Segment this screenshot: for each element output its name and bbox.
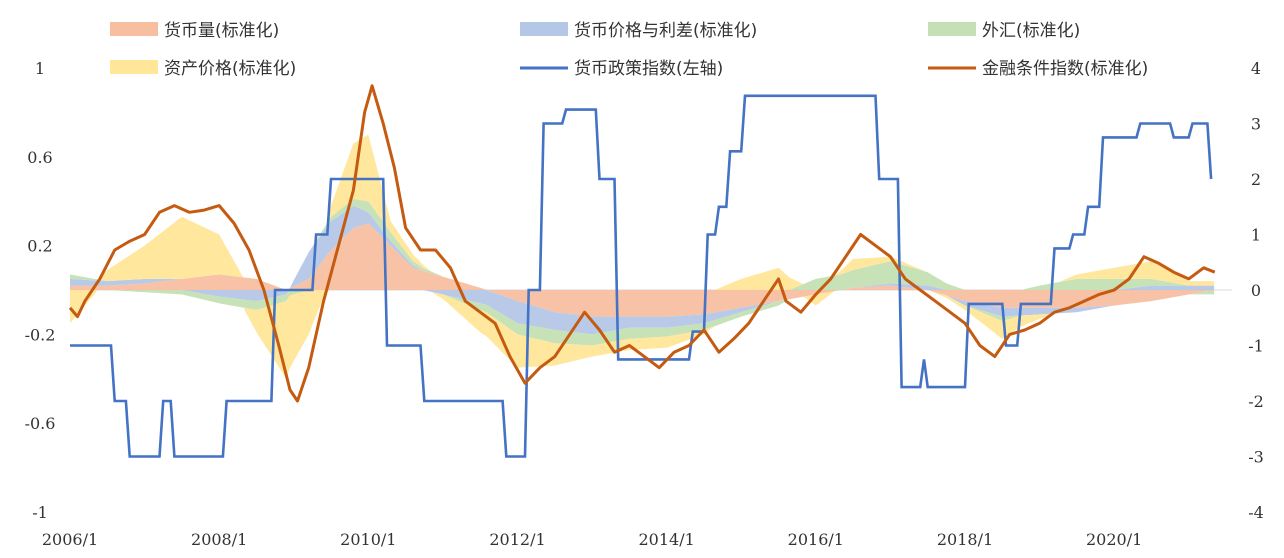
right-axis: 4 3 2 1 0 -1 -2 -3 -4 — [1248, 59, 1264, 522]
right-tick-label: -1 — [1248, 337, 1264, 356]
left-tick-label: -1 — [32, 503, 48, 522]
left-tick-label: 0.2 — [27, 237, 52, 256]
x-tick-label: 2016/1 — [788, 530, 844, 549]
legend-label: 金融条件指数(标准化) — [982, 59, 1148, 79]
legend-label: 资产价格(标准化) — [164, 59, 296, 79]
legend-label: 外汇(标准化) — [982, 21, 1080, 41]
area-series-0 — [70, 223, 1215, 317]
legend-label: 货币价格与利差(标准化) — [574, 21, 757, 41]
right-tick-label: 0 — [1251, 281, 1261, 300]
x-tick-label: 2014/1 — [639, 530, 695, 549]
legend-swatch — [520, 22, 568, 36]
x-tick-label: 2020/1 — [1086, 530, 1142, 549]
left-tick-label: -0.6 — [25, 414, 56, 433]
x-tick-label: 2008/1 — [191, 530, 247, 549]
left-tick-label: 1 — [35, 59, 45, 78]
legend-swatch — [110, 22, 158, 36]
stacked-areas — [70, 134, 1215, 379]
right-tick-label: -4 — [1248, 503, 1264, 522]
legend-swatch — [110, 60, 158, 74]
legend-swatch — [928, 22, 976, 36]
right-tick-label: 1 — [1251, 226, 1261, 245]
legend: 货币量(标准化) 货币价格与利差(标准化) 外汇(标准化) 资产价格(标准化) 货币政策… — [110, 21, 1148, 79]
series-lines — [68, 84, 1216, 458]
area-series-3 — [70, 134, 1215, 379]
right-tick-label: -2 — [1248, 392, 1264, 411]
x-tick-label: 2006/1 — [42, 530, 98, 549]
x-tick-label: 2012/1 — [489, 530, 545, 549]
left-tick-label: -0.2 — [25, 325, 56, 344]
right-tick-label: 4 — [1251, 59, 1261, 78]
right-tick-label: -3 — [1248, 448, 1264, 467]
x-tick-label: 2018/1 — [937, 530, 993, 549]
left-tick-label: 0.6 — [27, 148, 52, 167]
financial-conditions-line — [68, 84, 1216, 403]
right-tick-label: 2 — [1251, 170, 1261, 189]
left-axis: 1 0.6 0.2 -0.2 -0.6 -1 — [25, 59, 56, 522]
x-axis: 2006/1 2008/1 2010/1 2012/1 2014/1 2016/1 2018… — [42, 530, 1142, 549]
x-tick-label: 2010/1 — [340, 530, 396, 549]
legend-label: 货币量(标准化) — [164, 21, 279, 41]
legend-label: 货币政策指数(左轴) — [574, 59, 723, 79]
policy-index-line — [70, 94, 1213, 458]
right-tick-label: 3 — [1251, 115, 1261, 134]
